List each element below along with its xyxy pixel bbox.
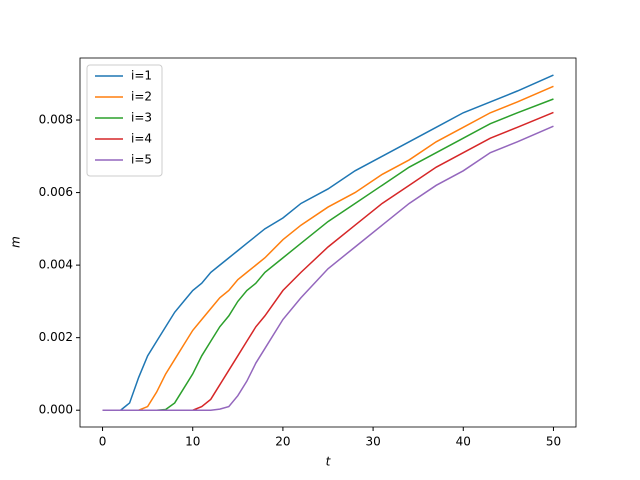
legend-label: i=3 — [131, 111, 152, 125]
y-axis-label: m — [9, 236, 23, 248]
x-axis-label: t — [326, 455, 332, 469]
y-tick-label: 0.008 — [39, 113, 73, 127]
x-tick-label: 40 — [456, 435, 471, 449]
x-tick-label: 30 — [365, 435, 380, 449]
legend-label: i=1 — [131, 69, 152, 83]
y-tick-label: 0.006 — [39, 185, 73, 199]
x-tick-label: 20 — [275, 435, 290, 449]
series-line — [102, 98, 554, 411]
plot-frame — [79, 57, 577, 428]
x-tick-label: 10 — [185, 435, 200, 449]
x-tick-label: 0 — [99, 435, 107, 449]
series-line — [102, 74, 554, 411]
legend-box — [86, 64, 163, 177]
y-tick-label: 0.002 — [39, 330, 73, 344]
series-line — [102, 85, 554, 411]
y-tick-label: 0.000 — [39, 403, 73, 417]
legend-label: i=4 — [131, 132, 152, 146]
x-tick-label: 50 — [546, 435, 561, 449]
y-tick-label: 0.004 — [39, 258, 73, 272]
legend-label: i=2 — [131, 90, 152, 104]
series-line — [102, 125, 554, 411]
legend-label: i=5 — [131, 153, 152, 167]
